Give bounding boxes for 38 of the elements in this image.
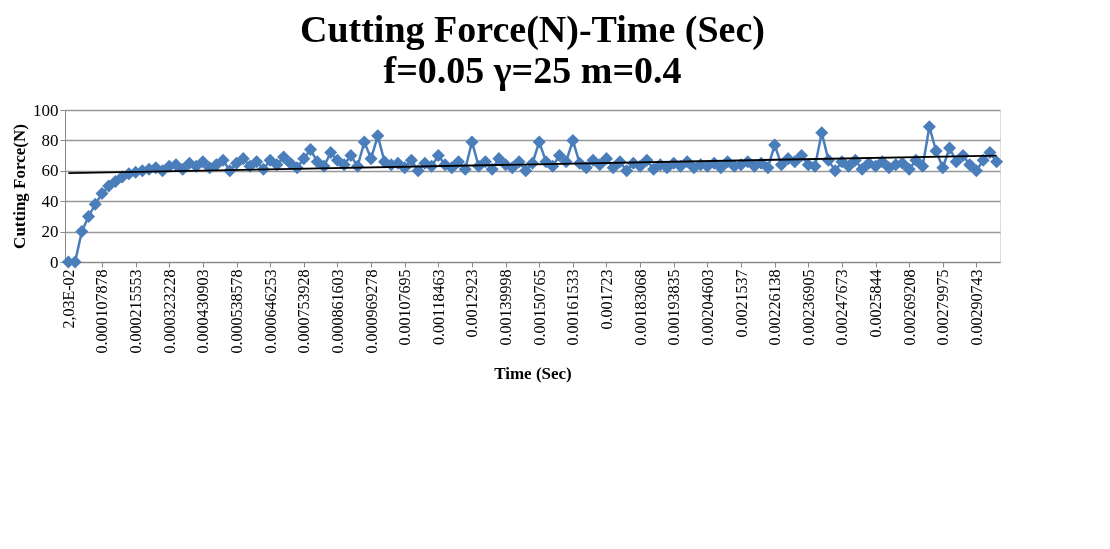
x-axis-title: Time (Sec) <box>494 363 572 383</box>
x-tick-label: 0.00204603 <box>698 269 716 346</box>
y-tick-label: 20 <box>41 222 59 242</box>
y-tick-label: 80 <box>41 130 59 150</box>
x-tick-label: 0.00269208 <box>900 269 918 346</box>
x-tick-label: 0.00183068 <box>631 269 649 346</box>
x-tick-label: 2,03E-02 <box>59 269 77 329</box>
x-tick-label: 0.001723 <box>597 269 615 330</box>
y-tick-label: 0 <box>50 252 59 272</box>
x-tick-label: 0.00118463 <box>429 269 447 345</box>
x-tick-label: 0.00107695 <box>396 269 414 346</box>
x-tick-label: 0.00150765 <box>530 269 548 346</box>
x-tick-label: 0.0025844 <box>867 269 885 338</box>
x-tick-label: 0.00161533 <box>564 269 582 346</box>
x-tick-label: 0.00290743 <box>967 269 985 346</box>
y-tick-label: 60 <box>41 161 59 181</box>
x-tick-label: 0.000430903 <box>194 269 212 354</box>
x-tick-label: 0.000753928 <box>295 269 313 354</box>
x-tick-label: 0.00193835 <box>665 269 683 346</box>
y-tick-label: 40 <box>41 191 59 211</box>
chart-subtitle: f=0.05 γ=25 m=0.4 <box>383 49 682 91</box>
x-tick-label: 0.00247673 <box>833 269 851 346</box>
x-tick-label: 0.00236905 <box>799 269 817 346</box>
x-tick-label: 0.000861603 <box>328 269 346 354</box>
x-tick-label: 0.000538578 <box>228 269 246 354</box>
x-tick-label: 0.00139998 <box>497 269 515 346</box>
x-tick-label: 0.0012923 <box>463 269 481 338</box>
x-tick-label: 0.00226138 <box>766 269 784 346</box>
chart-title: Cutting Force(N)-Time (Sec) <box>299 8 766 51</box>
x-tick-label: 0.00279975 <box>934 269 952 346</box>
x-tick-label: 0.000107878 <box>93 269 111 354</box>
x-tick-label: 0.000215553 <box>127 269 145 354</box>
y-axis-title: Cutting Force(N) <box>10 124 29 249</box>
x-tick-label: 0.000969278 <box>362 269 380 354</box>
x-tick-label: 0.000323228 <box>160 269 178 354</box>
y-tick-label: 100 <box>33 100 59 120</box>
x-tick-label: 0.000646253 <box>261 269 279 354</box>
x-tick-label: 0.0021537 <box>732 269 750 338</box>
